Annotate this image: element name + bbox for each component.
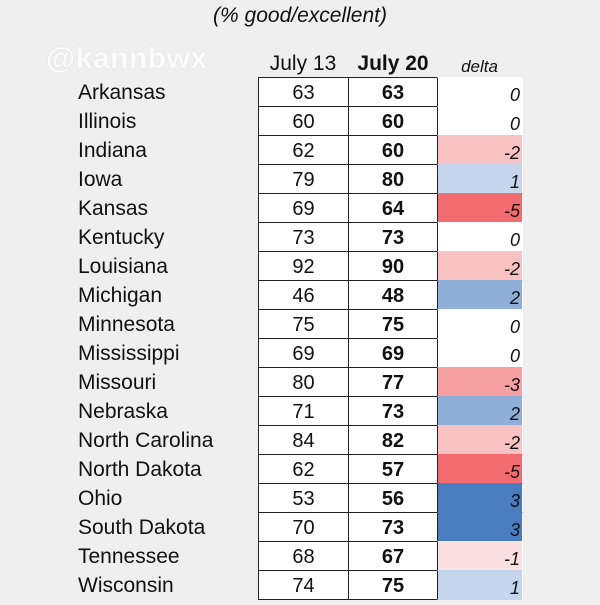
ratings-table: Arkansas 63 63 0 Illinois 60 60 0 Indiana 62 60 -2 I… — [0, 77, 600, 600]
table-row: Iowa 79 80 1 — [0, 164, 600, 194]
state-name: Michigan — [78, 284, 163, 307]
delta-value: 3 — [437, 512, 523, 542]
value-july13: 63 — [258, 77, 349, 107]
state-name: Mississippi — [78, 342, 180, 365]
state-name: Nebraska — [78, 400, 168, 423]
delta-value: 0 — [437, 222, 523, 252]
value-july20: 90 — [348, 251, 438, 281]
delta-value: 0 — [437, 338, 523, 368]
state-name: North Carolina — [78, 429, 214, 452]
value-july20: 64 — [348, 193, 438, 223]
value-july13: 71 — [258, 396, 349, 426]
value-july20: 67 — [348, 541, 438, 571]
delta-value: -2 — [437, 425, 523, 455]
value-july13: 69 — [258, 338, 349, 368]
delta-value: -5 — [437, 193, 523, 223]
table-row: North Dakota 62 57 -5 — [0, 454, 600, 484]
delta-value: 3 — [437, 483, 523, 513]
value-july20: 60 — [348, 106, 438, 136]
value-july20: 57 — [348, 454, 438, 484]
table-row: Missouri 80 77 -3 — [0, 367, 600, 397]
column-header-july13: July 13 — [269, 52, 337, 75]
delta-value: -1 — [437, 541, 523, 571]
table-row: Nebraska 71 73 2 — [0, 396, 600, 426]
value-july13: 79 — [258, 164, 349, 194]
table-row: Minnesota 75 75 0 — [0, 309, 600, 339]
state-name: Tennessee — [78, 545, 180, 568]
value-july13: 84 — [258, 425, 349, 455]
value-july13: 70 — [258, 512, 349, 542]
table-row: Louisiana 92 90 -2 — [0, 251, 600, 281]
value-july13: 60 — [258, 106, 349, 136]
delta-value: -2 — [437, 135, 523, 165]
value-july20: 73 — [348, 222, 438, 252]
chart-subtitle: (% good/excellent) — [213, 4, 387, 27]
table-row: Ohio 53 56 3 — [0, 483, 600, 513]
state-name: Ohio — [78, 487, 123, 510]
table-row: Kansas 69 64 -5 — [0, 193, 600, 223]
value-july20: 69 — [348, 338, 438, 368]
watermark: @kannbwx — [46, 42, 208, 75]
value-july20: 63 — [348, 77, 438, 107]
delta-value: 2 — [437, 396, 523, 426]
state-name: Wisconsin — [78, 574, 174, 597]
value-july13: 80 — [258, 367, 349, 397]
value-july13: 74 — [258, 570, 349, 600]
value-july20: 73 — [348, 512, 438, 542]
value-july20: 82 — [348, 425, 438, 455]
state-name: Iowa — [78, 168, 123, 191]
delta-value: -3 — [437, 367, 523, 397]
value-july20: 75 — [348, 309, 438, 339]
state-name: Kentucky — [78, 226, 165, 249]
delta-value: 0 — [437, 309, 523, 339]
value-july20: 56 — [348, 483, 438, 513]
table-row: Tennessee 68 67 -1 — [0, 541, 600, 571]
state-name: Indiana — [78, 139, 147, 162]
value-july20: 80 — [348, 164, 438, 194]
value-july13: 73 — [258, 222, 349, 252]
state-name: Kansas — [78, 197, 149, 220]
delta-value: 0 — [437, 106, 523, 136]
value-july13: 53 — [258, 483, 349, 513]
table-row: Arkansas 63 63 0 — [0, 77, 600, 107]
value-july20: 75 — [348, 570, 438, 600]
table-row: South Dakota 70 73 3 — [0, 512, 600, 542]
state-name: Illinois — [78, 110, 137, 133]
delta-value: 1 — [437, 164, 523, 194]
value-july20: 48 — [348, 280, 438, 310]
value-july13: 46 — [258, 280, 349, 310]
value-july13: 68 — [258, 541, 349, 571]
delta-value: 1 — [437, 570, 523, 600]
table-row: Michigan 46 48 2 — [0, 280, 600, 310]
value-july13: 62 — [258, 454, 349, 484]
column-header-delta: delta — [461, 57, 498, 76]
table-row: North Carolina 84 82 -2 — [0, 425, 600, 455]
state-name: North Dakota — [78, 458, 202, 481]
value-july20: 60 — [348, 135, 438, 165]
column-header-july20: July 20 — [357, 52, 429, 75]
state-name: Missouri — [78, 371, 157, 394]
value-july13: 69 — [258, 193, 349, 223]
value-july13: 75 — [258, 309, 349, 339]
state-name: Minnesota — [78, 313, 175, 336]
delta-value: -5 — [437, 454, 523, 484]
table-row: Kentucky 73 73 0 — [0, 222, 600, 252]
delta-value: -2 — [437, 251, 523, 281]
value-july13: 92 — [258, 251, 349, 281]
state-name: South Dakota — [78, 516, 206, 539]
value-july20: 73 — [348, 396, 438, 426]
value-july20: 77 — [348, 367, 438, 397]
delta-value: 2 — [437, 280, 523, 310]
value-july13: 62 — [258, 135, 349, 165]
table-row: Mississippi 69 69 0 — [0, 338, 600, 368]
delta-value: 0 — [437, 77, 523, 107]
table-row: Illinois 60 60 0 — [0, 106, 600, 136]
state-name: Louisiana — [78, 255, 168, 278]
table-row: Wisconsin 74 75 1 — [0, 570, 600, 600]
state-name: Arkansas — [78, 81, 166, 104]
table-row: Indiana 62 60 -2 — [0, 135, 600, 165]
